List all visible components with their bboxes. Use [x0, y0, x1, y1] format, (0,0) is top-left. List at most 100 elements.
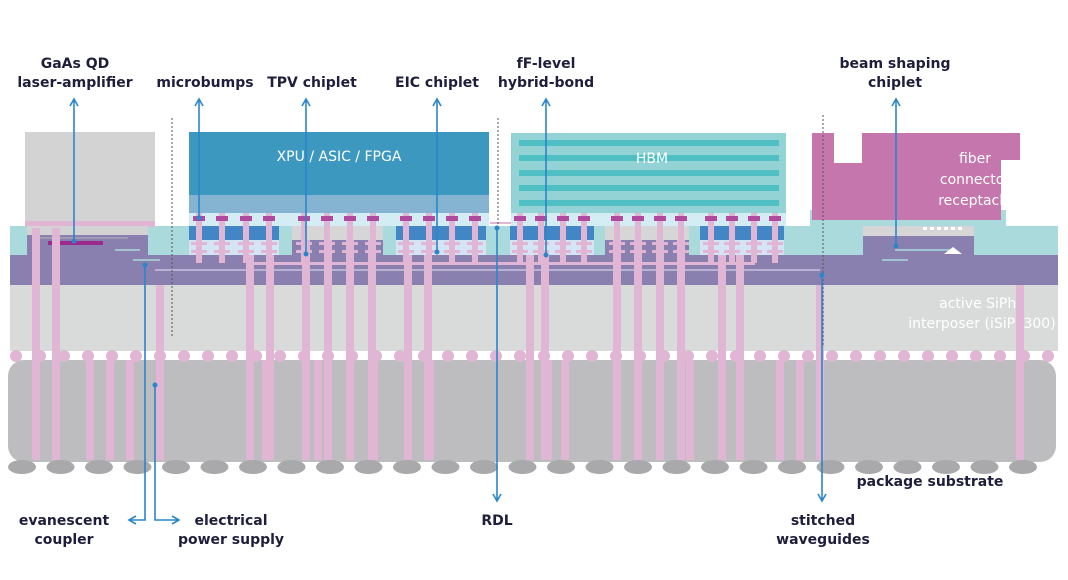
solder-ball	[701, 460, 729, 474]
microbump	[675, 216, 687, 221]
c4-bump	[178, 350, 190, 362]
label-hybrid-bond: hybrid-bond	[498, 75, 594, 91]
c4-bump	[898, 350, 910, 362]
substrate-via	[776, 360, 784, 460]
c4-bump	[226, 350, 238, 362]
c4-bump	[1042, 350, 1054, 362]
laser-chip	[25, 132, 155, 222]
hbm-dies	[519, 140, 779, 206]
microbump	[578, 216, 590, 221]
microbump	[514, 216, 526, 221]
microbump	[611, 216, 623, 221]
xpu-label: XPU / ASIC / FPGA	[277, 149, 402, 165]
through-via	[613, 240, 621, 362]
microbump	[240, 216, 252, 221]
through-via	[1016, 285, 1024, 362]
label-power-supply: power supply	[178, 532, 284, 548]
solder-ball	[816, 460, 845, 474]
substrate-via	[718, 360, 726, 460]
substrate-via	[686, 360, 694, 460]
solder-ball	[46, 460, 75, 474]
microbump	[726, 216, 738, 221]
substrate-via	[561, 360, 569, 460]
laser-gap	[27, 226, 148, 236]
fiber-notch	[834, 133, 862, 163]
mirror-icon	[944, 247, 962, 254]
solder-balls	[8, 460, 1037, 474]
c4-bump	[58, 350, 70, 362]
microbump-via	[708, 213, 714, 263]
label-evanescent: evanescent	[19, 513, 110, 529]
solder-ball	[739, 460, 768, 474]
label-laser-amplifier: laser-amplifier	[17, 75, 132, 91]
label-beam-shaping: beam shaping	[840, 56, 951, 72]
solder-ball	[8, 460, 36, 474]
laser-bond-strip	[25, 221, 155, 227]
microbump-via	[347, 213, 353, 263]
through-via	[368, 240, 376, 362]
fiber-label-2: connector	[940, 172, 1010, 188]
microbump	[632, 216, 644, 221]
substrate-via	[126, 360, 134, 460]
solder-ball	[893, 460, 922, 474]
label-rdl: RDL	[481, 513, 512, 529]
microbump	[400, 216, 412, 221]
solder-ball	[85, 460, 113, 474]
microbump-via	[538, 213, 544, 263]
microbump	[654, 216, 666, 221]
microbump-via	[449, 213, 455, 263]
c4-bump	[442, 350, 454, 362]
microbump-via	[657, 213, 663, 263]
c4-bump	[994, 350, 1006, 362]
c4-bump	[946, 350, 958, 362]
label-ff-level: fF-level	[517, 56, 576, 72]
through-via	[266, 255, 274, 362]
through-via	[52, 228, 60, 362]
solder-ball	[354, 460, 383, 474]
microbump-via	[196, 213, 202, 263]
solder-ball	[316, 460, 344, 474]
microbump-via	[324, 213, 330, 263]
microbump-via	[219, 213, 225, 263]
c4-bump	[562, 350, 574, 362]
xpu-die	[189, 132, 489, 196]
microbump-via	[517, 213, 523, 263]
solder-ball	[239, 460, 267, 474]
microbump-via	[472, 213, 478, 263]
microbump-via	[772, 213, 778, 263]
solder-ball	[932, 460, 960, 474]
microbump	[298, 216, 310, 221]
substrate-via	[324, 360, 332, 460]
solder-ball	[431, 460, 460, 474]
microbump	[748, 216, 760, 221]
through-via	[404, 255, 412, 362]
through-via	[526, 255, 534, 362]
microbump	[423, 216, 435, 221]
c4-bump	[778, 350, 790, 362]
c4-bump	[586, 350, 598, 362]
label-stitched: stitched	[791, 513, 855, 529]
substrate-via	[266, 360, 274, 460]
substrate-via	[106, 360, 114, 460]
microbump-via	[301, 213, 307, 263]
microbump	[535, 216, 547, 221]
substrate-via	[656, 360, 664, 460]
microbump-via	[678, 213, 684, 263]
c4-bump	[202, 350, 214, 362]
leader-lines	[69, 97, 901, 525]
microbump	[263, 216, 275, 221]
through-via	[302, 240, 310, 362]
solder-ball	[778, 460, 806, 474]
microbump-via	[581, 213, 587, 263]
c4-bump	[706, 350, 718, 362]
c4-bump	[490, 350, 502, 362]
substrate-via	[634, 360, 642, 460]
label-gaas-qd: GaAs QD	[41, 56, 110, 72]
substrate-via	[404, 360, 412, 460]
c4-bump	[274, 350, 286, 362]
microbump-via	[560, 213, 566, 263]
label-coupler: coupler	[34, 532, 93, 548]
microbump-via	[266, 213, 272, 263]
hbm-label: HBM	[636, 151, 668, 167]
